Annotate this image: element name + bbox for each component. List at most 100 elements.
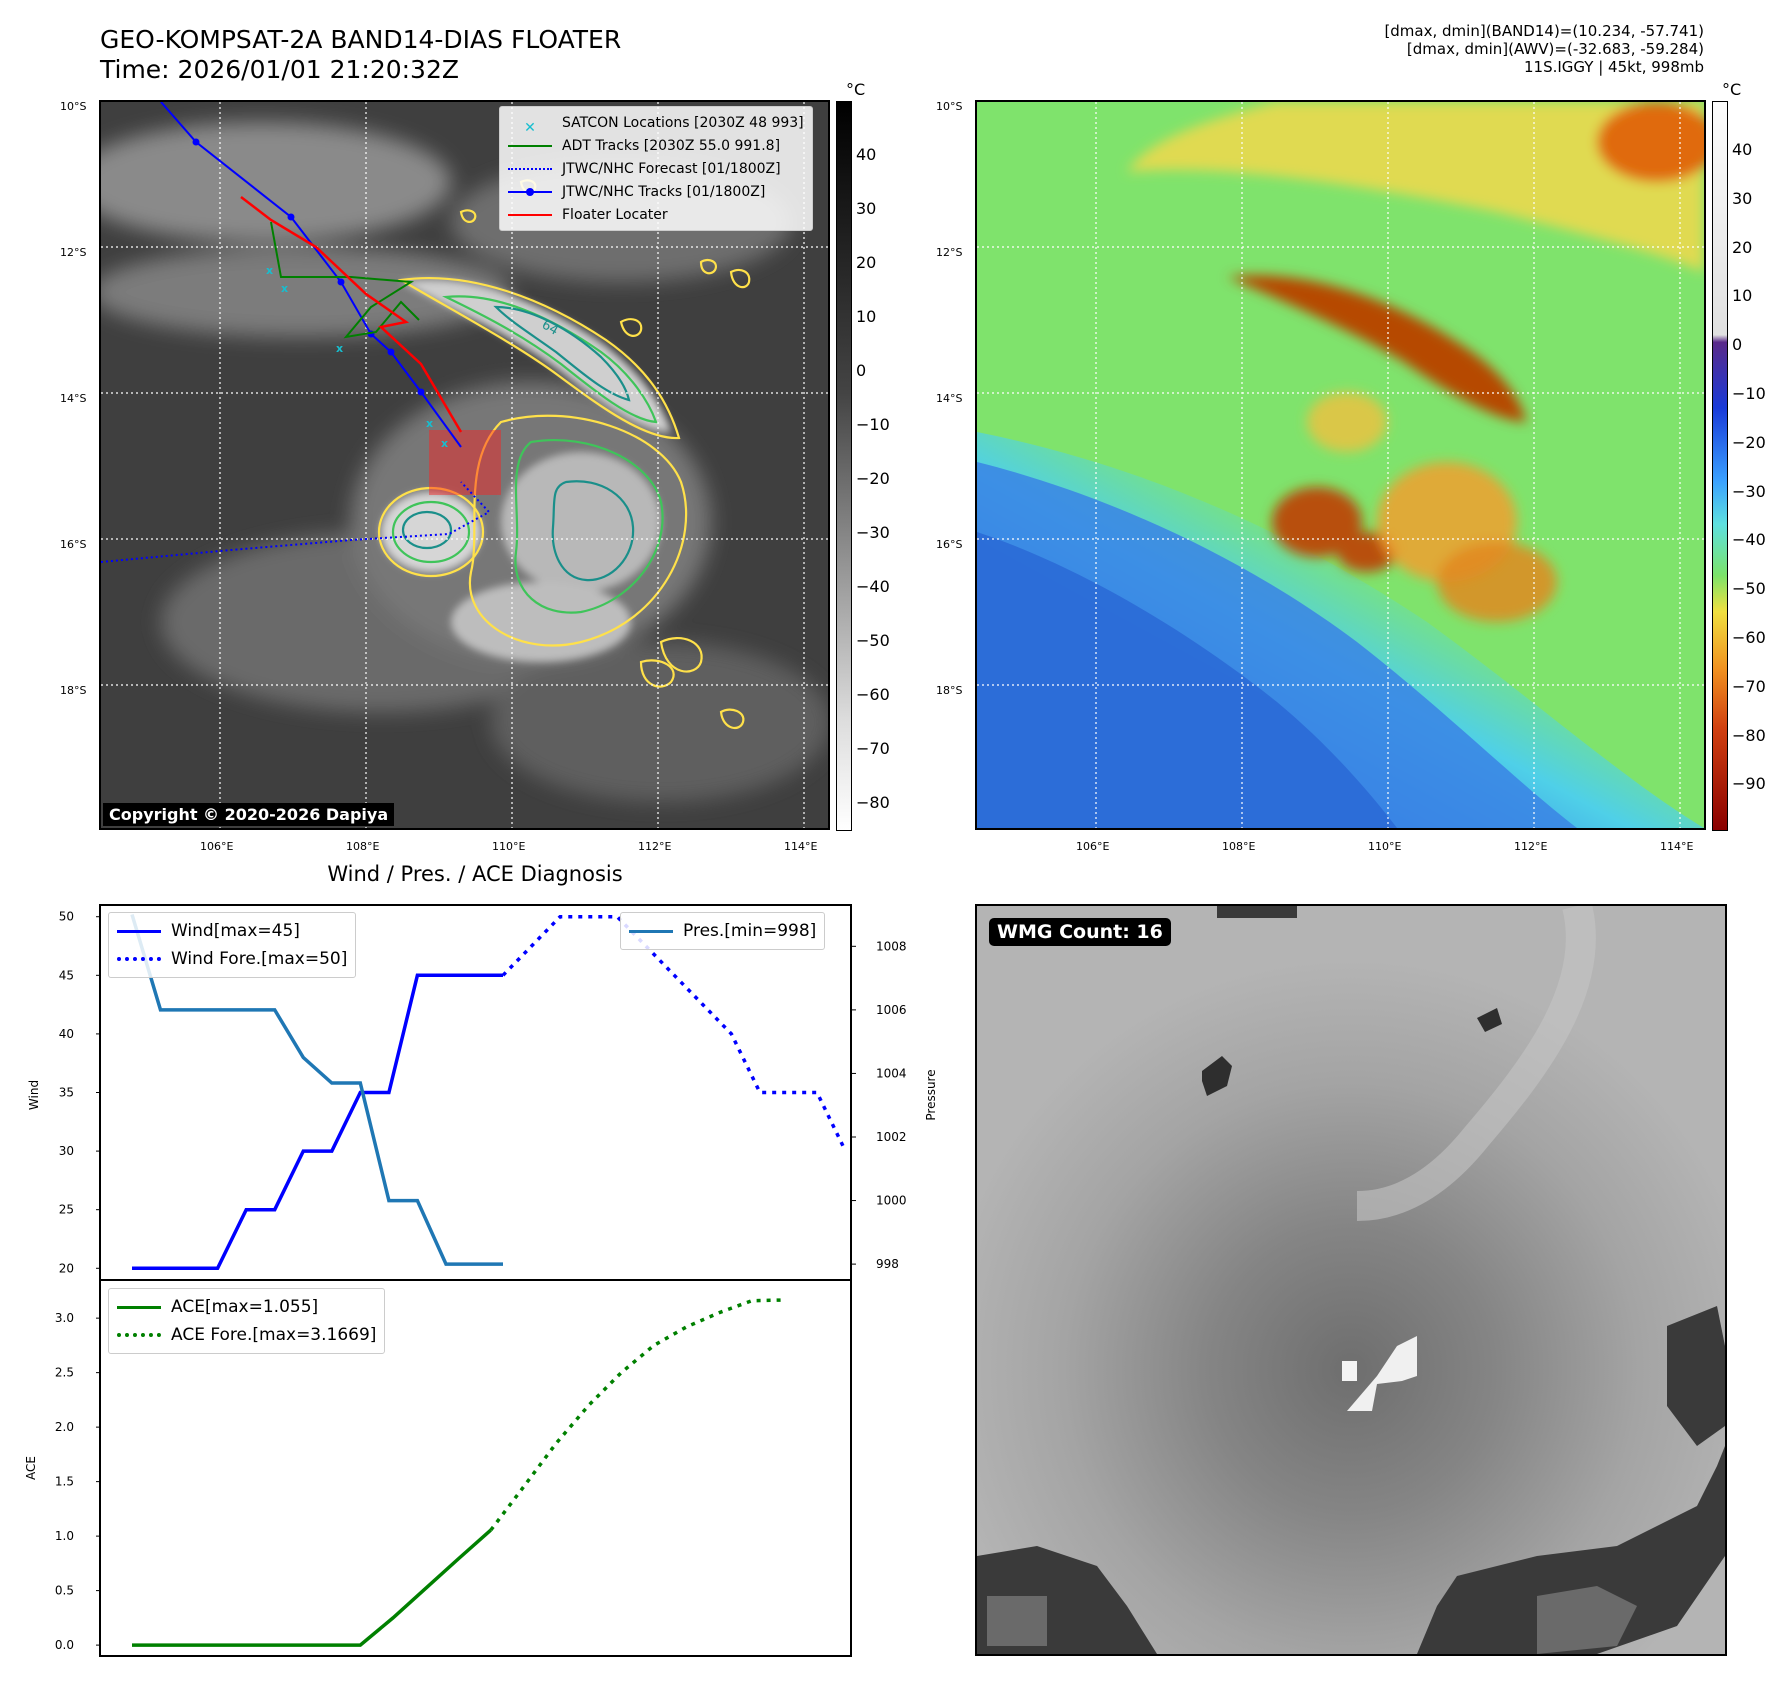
ir-colorbar-tick: −70 [856, 739, 890, 758]
diagnosis-chart: Wind Pressure ACE 20 25 30 35 40 45 50 998 1000… [24, 904, 938, 1657]
title-line-2: Time: 2026/01/01 21:20:32Z [100, 55, 459, 84]
legend-item-satcon: ✕ SATCON Locations [2030Z 48 993] [524, 114, 804, 136]
ir-lon-label: 114°E [784, 840, 818, 853]
ir-lat-label: 10°S [60, 100, 87, 113]
ir-lon-label: 106°E [200, 840, 234, 853]
pressure-tick-label: 1006 [876, 1003, 907, 1017]
ir-colorbar-tick: 20 [856, 253, 877, 272]
pressure-tick-label: 1004 [876, 1066, 907, 1080]
copyright-label: Copyright © 2020-2026 Dapiya [103, 803, 395, 826]
pressure-ticks: 998 1000 1002 1004 1006 1008 [851, 939, 907, 1271]
ace-tick-label: 1.0 [55, 1529, 74, 1543]
color-colorbar-tick: −30 [1732, 481, 1766, 501]
color-colorbar-tick: −90 [1732, 774, 1766, 794]
pressure-axis-label: Pressure [924, 1069, 938, 1120]
info-line-1: [dmax, dmin](BAND14)=(10.234, -57.741) [1384, 22, 1704, 40]
ace-lines [132, 1298, 785, 1647]
color-colorbar-tick: 40 [1732, 140, 1753, 159]
ir-lat-label: 18°S [60, 684, 87, 697]
wind-tick-label: 20 [59, 1261, 74, 1275]
contour-label-64: 64 [539, 317, 561, 338]
diagnosis-title: Wind / Pres. / ACE Diagnosis [327, 862, 623, 886]
wmg-count-badge: WMG Count: 16 [989, 918, 1171, 946]
jtwc-forecast-line [101, 481, 491, 563]
color-lon-label: 110°E [1368, 840, 1402, 853]
wind-axis-label: Wind [27, 1080, 41, 1110]
pressure-tick-label: 1008 [876, 939, 907, 953]
color-lon-label: 106°E [1076, 840, 1110, 853]
wind-forecast-line [501, 914, 848, 1152]
color-colorbar-tick: −60 [1732, 628, 1766, 647]
floater-locater-box [429, 430, 501, 495]
legend-item-adt: ADT Tracks [2030Z 55.0 991.8] [508, 134, 804, 157]
ace-legend: ACE[max=1.055] ACE Fore.[max=3.1669] [108, 1288, 386, 1354]
jtwc-track-line [160, 102, 462, 448]
ace-tick-label: 0.0 [55, 1638, 74, 1652]
color-map-imagery [977, 102, 1704, 828]
ir-colorbar-tick: 10 [856, 307, 877, 326]
ace-forecast-line [489, 1298, 785, 1532]
ir-lon-label: 110°E [492, 840, 526, 853]
ir-colorbar [836, 101, 852, 831]
color-lat-label: 12°S [936, 246, 963, 259]
pressure-tick-label: 998 [876, 1257, 899, 1271]
ace-line [132, 1528, 492, 1647]
pressure-line [130, 913, 503, 1266]
ir-colorbar-tick: −10 [856, 415, 890, 434]
svg-text:x: x [441, 437, 448, 450]
color-colorbar-tick: −80 [1732, 725, 1766, 745]
svg-text:x: x [266, 264, 273, 277]
ir-colorbar-tick: −20 [856, 469, 890, 488]
color-colorbar [1712, 101, 1728, 831]
color-lon-label: 108°E [1222, 840, 1256, 853]
legend-item-jtwc-tracks: JTWC/NHC Tracks [01/1800Z] [508, 180, 804, 203]
color-lat-label: 14°S [936, 392, 963, 405]
legend-wind: Wind[max=45] [117, 917, 347, 945]
storm-info: [dmax, dmin](BAND14)=(10.234, -57.741) [… [1384, 22, 1704, 76]
ace-axes [99, 1279, 852, 1657]
ir-lat-label: 12°S [60, 246, 87, 259]
legend-item-floater: Floater Locater [508, 203, 804, 226]
info-line-3: 11S.IGGY | 45kt, 998mb [1523, 58, 1704, 76]
ir-lat-label: 14°S [60, 392, 87, 405]
color-colorbar-tick: 0 [1732, 335, 1743, 355]
pressure-tick-label: 1000 [876, 1194, 907, 1208]
ir-lon-label: 108°E [346, 840, 380, 853]
jtwc-track-points [192, 138, 425, 396]
pressure-legend: Pres.[min=998] [620, 912, 826, 950]
color-colorbar-tick: −40 [1732, 530, 1766, 550]
color-colorbar-tick: 20 [1732, 237, 1753, 257]
legend-ace-forecast: ACE Fore.[max=3.1669] [117, 1321, 376, 1349]
legend-item-jtwc-forecast: JTWC/NHC Forecast [01/1800Z] [508, 157, 804, 180]
ace-tick-label: 2.5 [55, 1366, 74, 1380]
ir-colorbar-tick: −80 [856, 793, 890, 812]
ir-lon-label: 112°E [638, 840, 672, 853]
color-colorbar-tick: 30 [1732, 188, 1753, 208]
ir-colorbar-tick: −60 [856, 685, 890, 704]
color-colorbar-tick: −20 [1732, 432, 1766, 452]
svg-text:x: x [426, 417, 433, 430]
ace-tick-label: 1.5 [55, 1475, 74, 1489]
figure-title: GEO-KOMPSAT-2A BAND14-DIAS FLOATER Time:… [100, 25, 621, 85]
color-colorbar-tick: −50 [1732, 579, 1766, 599]
color-map-panel [975, 100, 1706, 830]
ir-colorbar-tick: 0 [856, 361, 867, 380]
color-colorbar-tick: 10 [1732, 286, 1753, 306]
ace-tick-label: 2.0 [55, 1420, 74, 1434]
ir-colorbar-tick: 40 [856, 145, 877, 164]
wind-legend: Wind[max=45] Wind Fore.[max=50] [108, 912, 357, 978]
color-lon-label: 114°E [1660, 840, 1694, 853]
color-lat-label: 18°S [936, 684, 963, 697]
wmg-imagery [977, 906, 1725, 1654]
ir-lat-label: 16°S [60, 538, 87, 551]
legend-wind-forecast: Wind Fore.[max=50] [117, 945, 347, 973]
color-lat-label: 16°S [936, 538, 963, 551]
ir-colorbar-tick: −40 [856, 577, 890, 596]
title-line-1: GEO-KOMPSAT-2A BAND14-DIAS FLOATER [100, 25, 622, 54]
ir-map-legend: ✕ SATCON Locations [2030Z 48 993] ADT Tr… [499, 106, 813, 231]
wind-tick-label: 45 [59, 968, 74, 982]
legend-pressure: Pres.[min=998] [629, 917, 816, 945]
ir-colorbar-unit: °C [846, 80, 866, 99]
